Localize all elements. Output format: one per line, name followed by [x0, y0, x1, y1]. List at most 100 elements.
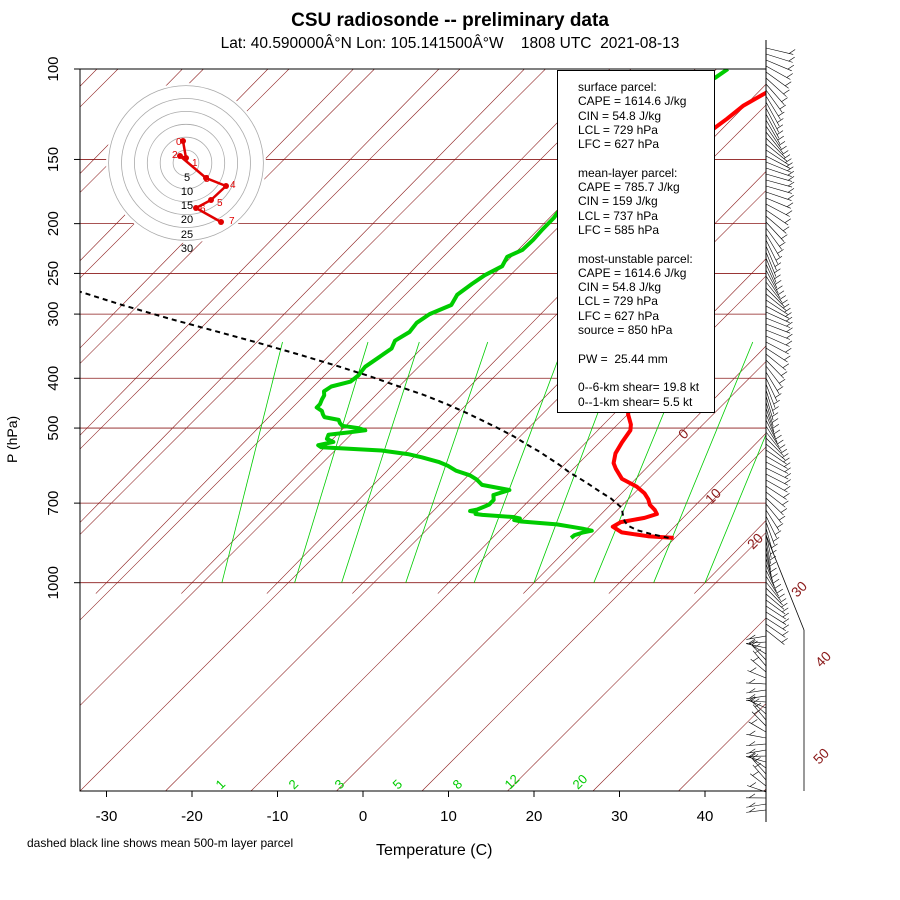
- wind-barb: [765, 263, 778, 289]
- dry-adiabat-line: [592, 617, 766, 791]
- wind-barb-flag: [769, 561, 777, 567]
- wind-barb: [765, 179, 793, 188]
- wind-barb: [765, 521, 775, 545]
- wind-barb: [751, 711, 767, 727]
- wind-barb-flag: [788, 49, 796, 54]
- wind-barb: [765, 605, 786, 620]
- wind-barb-flag: [772, 537, 780, 542]
- wind-barb: [765, 413, 776, 438]
- wind-barb: [750, 700, 767, 715]
- wind-barb-flag: [748, 741, 756, 746]
- x-tick-label: -20: [181, 808, 203, 825]
- y-tick-label: 400: [45, 366, 62, 391]
- wind-barb-flag: [772, 578, 780, 584]
- hodograph-point-label: 7: [229, 216, 235, 227]
- parcel-info-panel: surface parcel: CAPE = 1614.6 J/kg CIN = 5…: [557, 70, 715, 413]
- wind-barb-flag: [749, 753, 756, 758]
- mixing-ratio-line: [221, 341, 283, 583]
- wind-barb-flag: [785, 210, 793, 215]
- wind-barb-flag: [781, 602, 788, 608]
- wind-barb: [765, 587, 783, 606]
- skew-isotherm-label: 30: [788, 578, 810, 600]
- wind-barb-flag: [786, 162, 793, 167]
- info-line: CAPE = 1614.6 J/kg: [578, 265, 687, 280]
- info-line: [578, 366, 714, 380]
- wind-barb-flag: [783, 493, 790, 498]
- wind-barb-flag: [754, 762, 761, 768]
- wind-barb: [765, 65, 791, 80]
- wind-barb: [765, 509, 780, 531]
- dry-adiabat-line: [165, 190, 766, 791]
- wind-barb: [765, 77, 787, 97]
- wind-barb: [765, 581, 782, 601]
- hodograph-ring-label: 10: [181, 186, 193, 198]
- wind-barb: [765, 131, 784, 154]
- wind-barb: [765, 89, 783, 113]
- y-tick-label: 300: [45, 302, 62, 327]
- wind-barb-flag: [781, 299, 788, 305]
- info-line: LCL = 729 hPa: [578, 122, 658, 137]
- x-axis-label: Temperature (C): [376, 842, 493, 859]
- wind-barb-flag: [771, 412, 779, 417]
- dry-adiabat-line: [80, 104, 766, 791]
- wind-barb: [765, 101, 780, 127]
- mixing-ratio-label: 8: [450, 776, 466, 792]
- wind-barb-flag: [769, 555, 777, 561]
- hodograph-point: [203, 175, 209, 181]
- x-tick-label: 10: [440, 808, 457, 825]
- wind-barb: [765, 593, 785, 610]
- wind-barb: [765, 419, 778, 443]
- wind-barb: [765, 137, 786, 158]
- wind-barb-flag: [787, 195, 794, 200]
- wind-barb-flag: [785, 312, 792, 317]
- wind-barb: [765, 389, 775, 415]
- wind-barb: [751, 645, 767, 661]
- wind-barb: [765, 497, 784, 516]
- wind-barb-flag: [783, 154, 791, 159]
- isotherm-line: [80, 69, 440, 436]
- wind-barb-flag: [783, 457, 790, 463]
- wind-barb: [765, 185, 792, 194]
- wind-barb-flag: [771, 573, 778, 578]
- wind-barb-flag: [754, 643, 761, 648]
- wind-barb-flag: [782, 303, 790, 309]
- hodograph-point: [177, 153, 183, 159]
- mixing-ratio-label: 20: [570, 771, 591, 792]
- wind-barb: [765, 527, 773, 552]
- wind-barb: [765, 167, 792, 177]
- wind-barb-flag: [782, 363, 790, 369]
- hodograph-point-label: 4: [230, 180, 236, 191]
- x-axis-ticks: -30 -20 -10 0 10 20 30 40: [96, 791, 713, 825]
- y-axis-ticks: 100 150 200 250 300 400 500 700 1000: [45, 56, 80, 599]
- wind-barb-flag: [774, 262, 782, 267]
- info-line: CIN = 159 J/kg: [578, 194, 658, 209]
- wind-barb: [765, 533, 772, 558]
- wind-barb-flag: [784, 355, 791, 361]
- wind-barb: [765, 125, 782, 149]
- wind-barb: [765, 479, 788, 493]
- isotherm-line: [80, 69, 354, 349]
- x-tick-label: 20: [526, 808, 543, 825]
- wind-barb-flag: [784, 307, 791, 313]
- wind-barb-flag: [770, 549, 777, 555]
- hodograph-point: [193, 205, 199, 211]
- wind-barb-flag: [784, 467, 791, 472]
- wind-barb: [750, 658, 767, 673]
- wind-barb: [765, 359, 785, 379]
- wind-barb-flag: [779, 598, 787, 603]
- wind-barb-flag: [782, 453, 789, 458]
- wind-barb: [765, 143, 788, 162]
- wind-barb: [765, 491, 786, 508]
- info-line: CAPE = 1614.6 J/kg: [578, 94, 687, 109]
- wind-barb: [765, 539, 771, 564]
- wind-barb-flag: [771, 418, 779, 423]
- wind-barb: [765, 371, 780, 394]
- wind-barb-flag: [783, 226, 790, 232]
- hodograph-ring-label: 5: [184, 172, 190, 184]
- hodograph-ring: [121, 98, 251, 228]
- wind-barb-flag: [751, 754, 759, 759]
- footnote: dashed black line shows mean 500-m layer…: [27, 836, 294, 850]
- info-line: most-unstable parcel:: [578, 251, 693, 266]
- wind-barb-flag: [775, 434, 782, 440]
